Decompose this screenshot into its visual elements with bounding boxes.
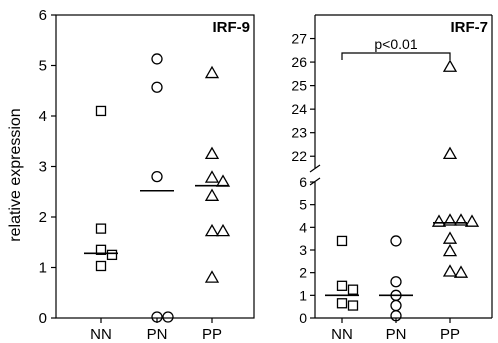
x-tick-label: NN bbox=[331, 326, 353, 343]
data-point bbox=[151, 170, 163, 183]
data-point bbox=[347, 284, 359, 295]
data-point bbox=[453, 213, 469, 226]
data-point bbox=[336, 298, 348, 309]
data-point bbox=[442, 243, 458, 257]
y-tick-label: 27 bbox=[291, 31, 307, 47]
y-tick-label: 6 bbox=[39, 7, 47, 24]
data-point bbox=[390, 235, 402, 247]
data-point bbox=[151, 53, 163, 65]
data-point bbox=[204, 188, 220, 201]
y-tick-label: 2 bbox=[39, 209, 47, 226]
plot-frame bbox=[55, 14, 255, 319]
data-point bbox=[431, 214, 447, 227]
data-point bbox=[442, 146, 458, 160]
data-point bbox=[204, 270, 220, 283]
data-point bbox=[204, 223, 220, 237]
y-tick-label: 1 bbox=[39, 260, 47, 277]
significance-bracket bbox=[341, 52, 451, 60]
y-tick-label: 6 bbox=[299, 174, 307, 190]
data-point bbox=[95, 244, 107, 255]
data-point bbox=[336, 280, 348, 291]
x-tick-label: NN bbox=[90, 326, 112, 343]
panel-title: IRF-7 bbox=[451, 19, 489, 36]
y-tick-label: 4 bbox=[299, 219, 307, 235]
x-tick-label: PP bbox=[202, 326, 222, 343]
data-point bbox=[390, 276, 402, 288]
panel-title: IRF-9 bbox=[213, 19, 251, 36]
y-tick-label: 22 bbox=[291, 148, 307, 164]
y-tick-label: 4 bbox=[39, 108, 47, 125]
x-tick-label: PN bbox=[147, 326, 168, 343]
y-tick-label: 0 bbox=[39, 310, 47, 327]
data-point bbox=[106, 249, 118, 261]
y-tick-label: 5 bbox=[39, 58, 47, 75]
y-tick-label: 5 bbox=[299, 197, 307, 213]
y-tick-label: 24 bbox=[291, 101, 307, 117]
x-tick-label: PP bbox=[440, 326, 460, 343]
data-point bbox=[204, 146, 220, 160]
data-point bbox=[336, 235, 348, 247]
data-point bbox=[390, 299, 402, 312]
axis-break-mark bbox=[309, 164, 321, 173]
y-tick-label: 26 bbox=[291, 54, 307, 70]
y-tick-label: 3 bbox=[299, 242, 307, 258]
y-tick-label: 2 bbox=[299, 265, 307, 281]
data-point bbox=[442, 231, 458, 244]
data-point bbox=[95, 223, 107, 234]
data-point bbox=[204, 65, 220, 79]
data-point bbox=[442, 59, 458, 72]
data-point bbox=[162, 311, 174, 323]
y-tick-label: 3 bbox=[39, 159, 47, 176]
data-point bbox=[215, 223, 231, 237]
data-point bbox=[464, 214, 480, 227]
data-point bbox=[151, 81, 163, 93]
data-point bbox=[453, 265, 469, 278]
data-point bbox=[390, 310, 402, 322]
significance-label: p<0.01 bbox=[374, 36, 417, 52]
data-point bbox=[347, 300, 359, 311]
data-point bbox=[442, 264, 458, 277]
y-tick-label: 23 bbox=[291, 125, 307, 141]
y-tick-label: 25 bbox=[291, 78, 307, 94]
data-point bbox=[151, 311, 163, 323]
data-point bbox=[95, 260, 107, 272]
data-point bbox=[442, 213, 458, 226]
y-tick-label: 0 bbox=[299, 310, 307, 326]
x-tick-label: PN bbox=[386, 326, 407, 343]
data-point bbox=[215, 174, 231, 187]
data-point bbox=[95, 105, 107, 117]
y-axis-label: relative expression bbox=[7, 108, 24, 241]
panel-irf9: 0 1 2 3 4 5 6 NN PN PP IRF-9 bbox=[39, 7, 255, 343]
data-point bbox=[204, 170, 220, 183]
y-tick-label: 1 bbox=[299, 287, 307, 303]
